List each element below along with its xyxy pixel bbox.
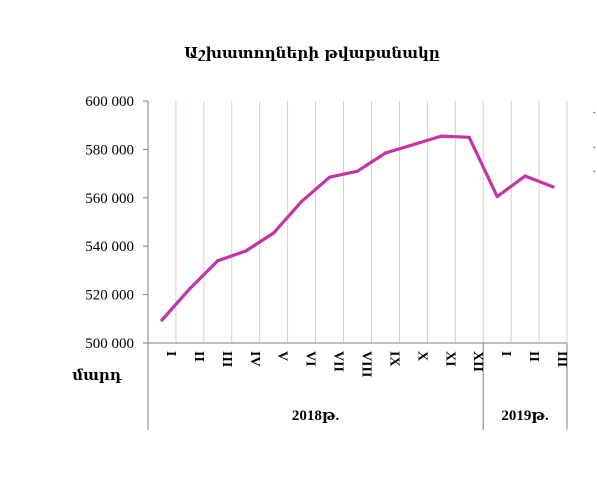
data-point xyxy=(411,142,415,147)
x-tick-label: X xyxy=(414,351,429,361)
data-point xyxy=(439,134,443,138)
data-point xyxy=(523,174,527,178)
data-point xyxy=(300,199,304,204)
group-label: 2018թ. xyxy=(292,408,340,424)
data-point xyxy=(188,286,192,291)
data-point xyxy=(244,249,248,253)
y-tick-label: 520 000 xyxy=(85,288,134,304)
axis-layer xyxy=(143,100,568,430)
data-point xyxy=(272,231,276,235)
grid-layer xyxy=(147,101,568,343)
x-tick-label: V xyxy=(275,351,290,361)
x-tick-label: XI xyxy=(442,351,457,367)
data-point xyxy=(355,169,360,173)
edge-mark: . xyxy=(593,140,596,151)
group-label: 2019թ. xyxy=(501,408,549,424)
x-tick-label: I xyxy=(498,351,513,356)
y-axis-label: մարդ xyxy=(72,366,123,384)
x-tick-label: III xyxy=(219,351,234,367)
x-tick-label: II xyxy=(526,351,541,362)
y-tick-label: 600 000 xyxy=(85,94,134,110)
x-tick-labels: I II III IV V VI VII VIII IX X XI XII I II III xyxy=(163,351,569,377)
y-tick-label: 560 000 xyxy=(85,191,134,207)
x-tick-label: XII xyxy=(470,351,485,372)
data-point xyxy=(216,259,220,263)
data-point xyxy=(467,135,471,139)
y-tick-label: 580 000 xyxy=(85,142,134,158)
x-tick-label: VII xyxy=(331,351,346,372)
data-point xyxy=(551,185,555,189)
x-tick-label: VIII xyxy=(359,351,374,377)
chart-title: Աշխատողների թվաքանակը xyxy=(184,44,440,62)
x-tick-label: II xyxy=(191,351,206,362)
y-tick-label: 540 000 xyxy=(85,239,134,255)
x-tick-label: III xyxy=(554,351,569,367)
group-labels: 2018թ. 2019թ. xyxy=(292,408,549,424)
data-point xyxy=(383,151,388,155)
x-tick-label: VI xyxy=(303,351,318,367)
edge-mark: . xyxy=(593,164,596,175)
edge-mark: . xyxy=(593,105,596,116)
series-line xyxy=(160,134,555,322)
series-layer xyxy=(160,134,555,322)
y-tick-label: 500 000 xyxy=(85,336,134,352)
x-tick-label: IX xyxy=(386,351,401,367)
data-point xyxy=(327,175,332,179)
y-tick-labels: 500 000 520 000 540 000 560 000 580 000 600 0… xyxy=(85,94,134,352)
data-point xyxy=(160,318,164,322)
data-point xyxy=(495,194,499,199)
x-tick-label: IV xyxy=(247,351,262,367)
x-tick-label: I xyxy=(163,351,178,356)
